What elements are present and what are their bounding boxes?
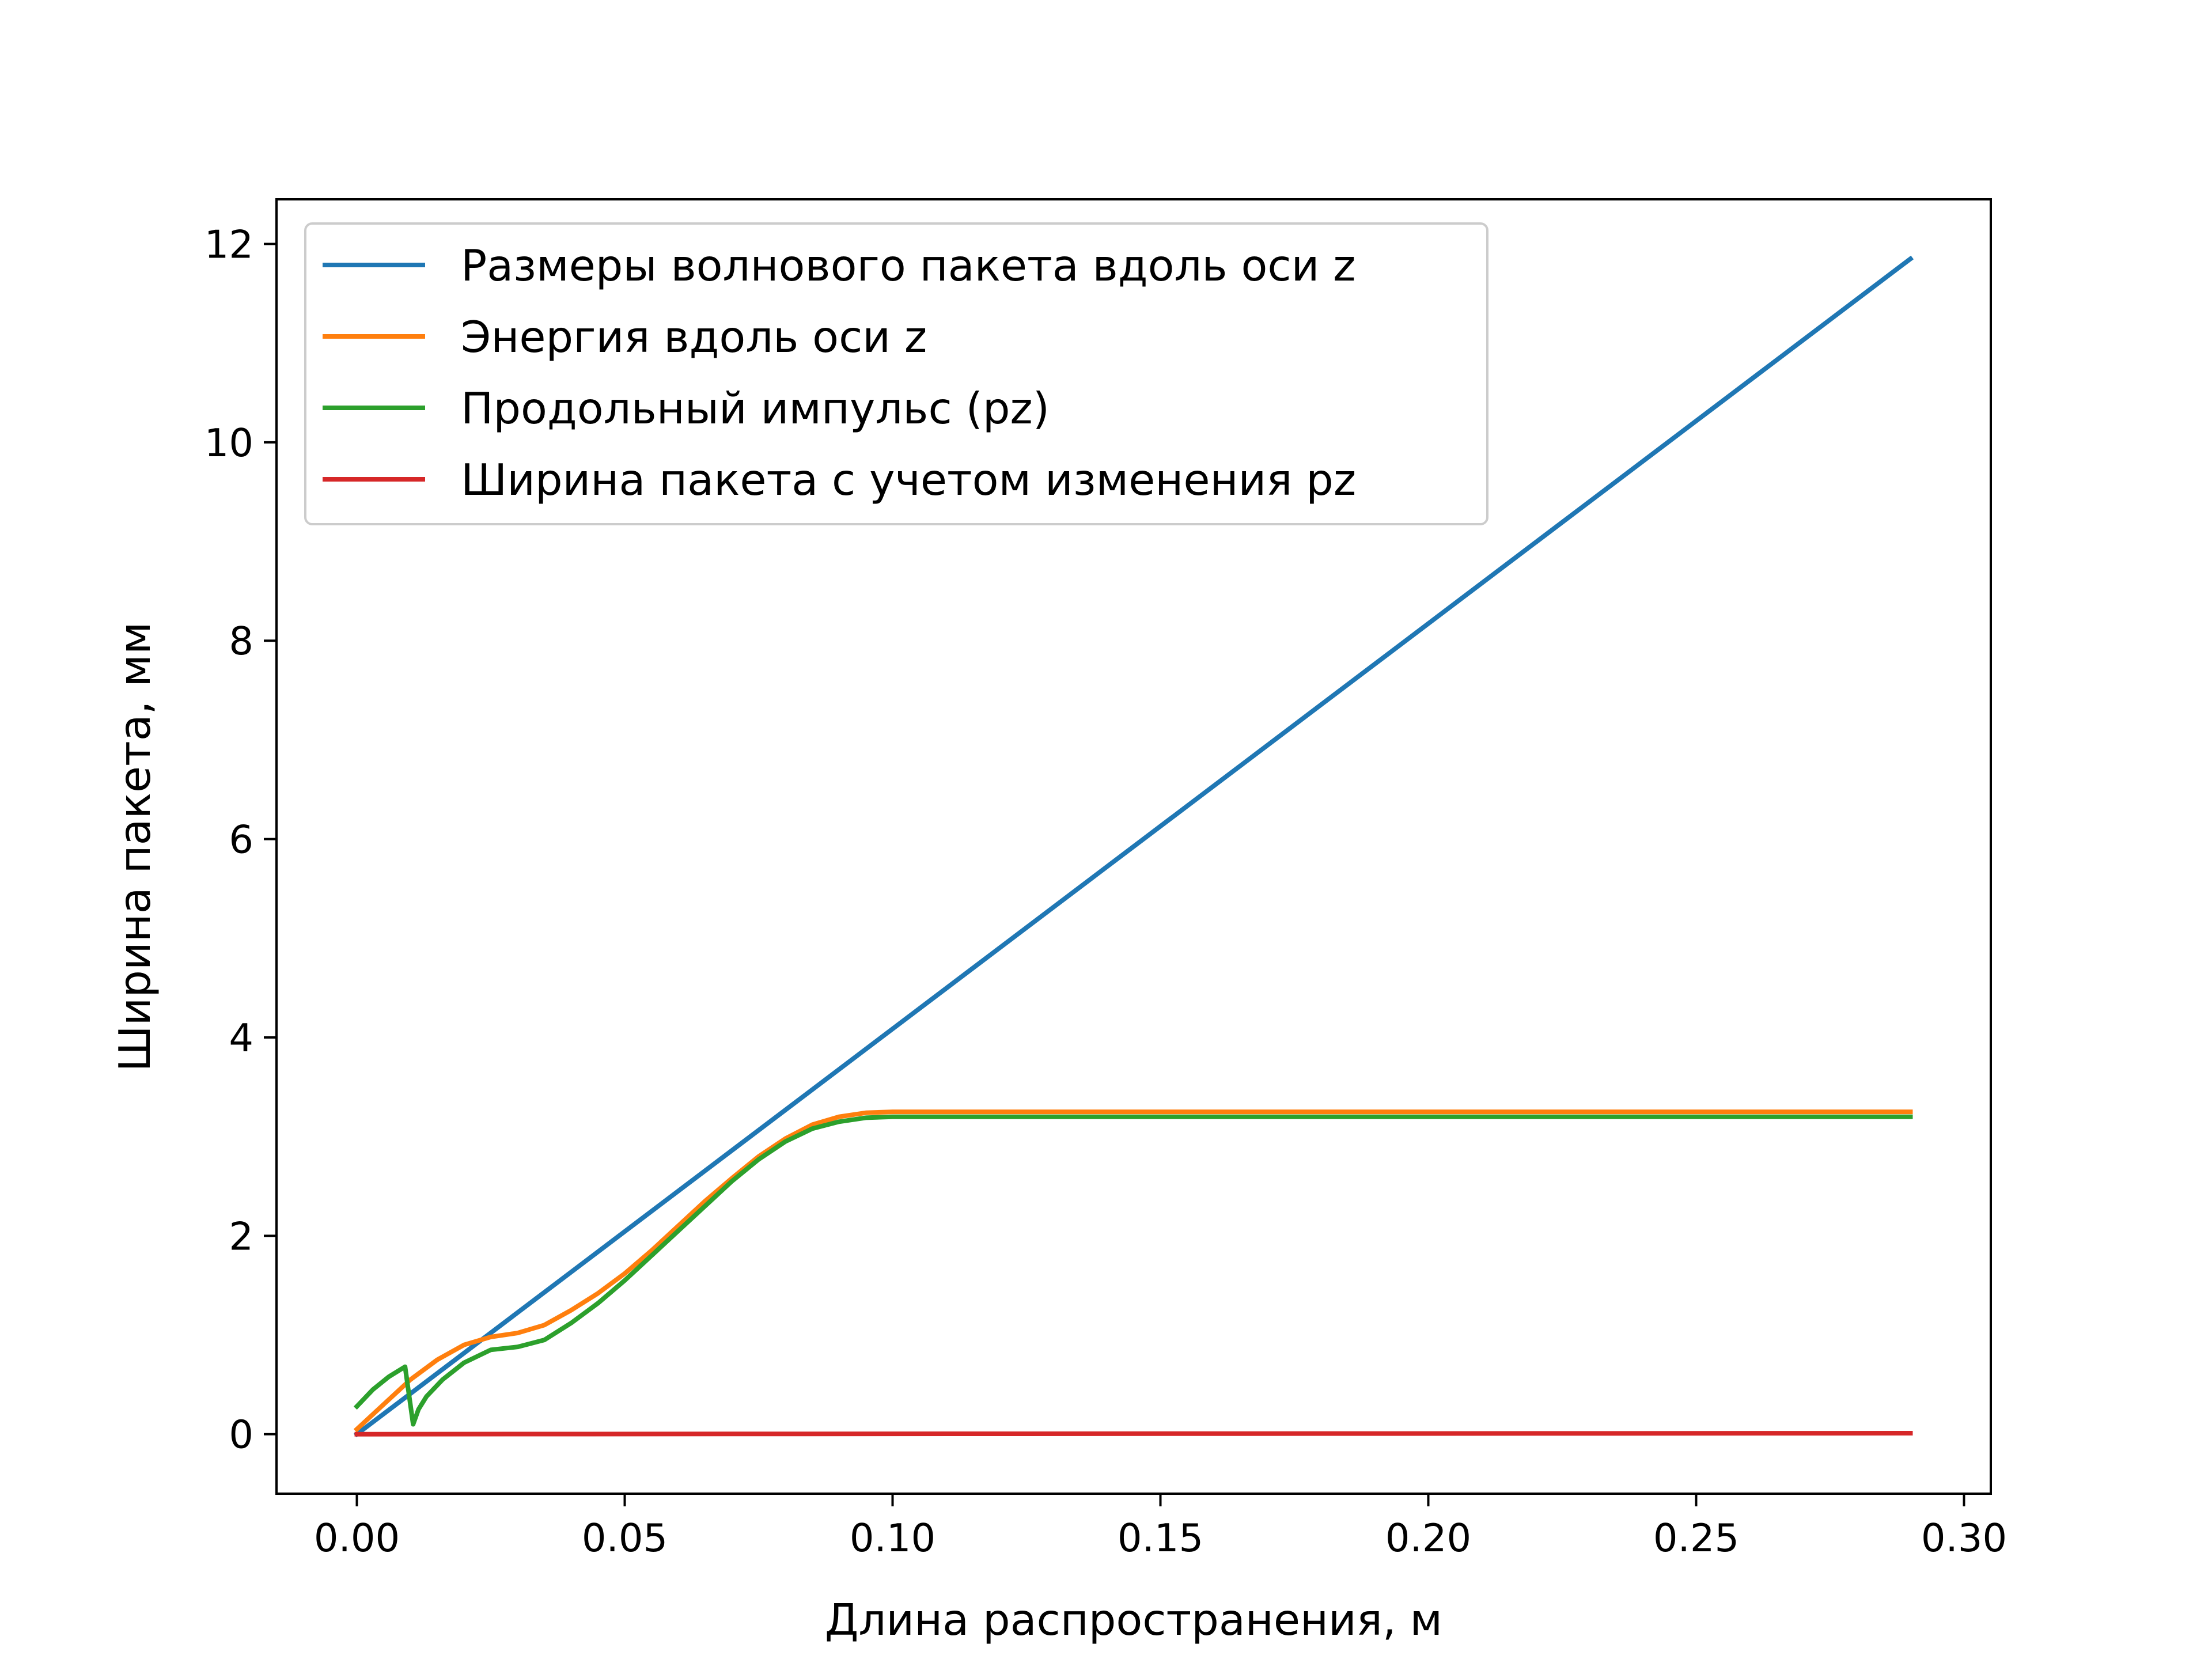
- plot-area-frame: [275, 198, 1992, 1495]
- series-line-2: [353, 1109, 1913, 1433]
- y-tick-label: 6: [229, 817, 253, 862]
- y-axis: 0 2 4 6 8 10 12: [204, 222, 276, 1457]
- legend: Размеры волнового пакета вдоль оси z Энер…: [304, 222, 1488, 525]
- x-tick-label: 0.25: [1653, 1516, 1739, 1560]
- x-tick-label: 0.15: [1118, 1516, 1203, 1560]
- x-tick-label: 0.00: [314, 1516, 400, 1560]
- x-axis-label: Длина распространения, м: [825, 1594, 1442, 1645]
- y-tick-label: 10: [204, 421, 253, 465]
- x-tick-label: 0.10: [850, 1516, 935, 1560]
- y-tick-label: 8: [229, 619, 253, 664]
- x-axis: 0.00 0.05 0.10 0.15 0.20 0.25 0.30: [314, 1494, 2007, 1560]
- y-tick-label: 12: [204, 222, 253, 267]
- series-line-4: [354, 1430, 1913, 1437]
- y-tick-label: 0: [229, 1412, 253, 1457]
- x-tick-label: 0.05: [582, 1516, 668, 1560]
- legend-box: [304, 222, 1488, 525]
- legend-label: Продольный импульс (pz): [461, 383, 1050, 434]
- legend-label: Энергия вдоль оси z: [461, 312, 927, 362]
- plot-series: [353, 255, 1914, 1438]
- series-line-1: [353, 255, 1914, 1438]
- x-tick-label: 0.30: [1921, 1516, 2007, 1560]
- y-axis-label: Ширина пакета, мм: [109, 622, 160, 1071]
- y-tick-label: 4: [229, 1016, 253, 1060]
- y-tick-label: 2: [229, 1214, 253, 1259]
- x-tick-label: 0.20: [1385, 1516, 1471, 1560]
- series-line-3: [353, 1114, 1913, 1427]
- legend-label: Ширина пакета с учетом изменения pz: [461, 454, 1356, 505]
- legend-label: Размеры волнового пакета вдоль оси z: [461, 240, 1356, 291]
